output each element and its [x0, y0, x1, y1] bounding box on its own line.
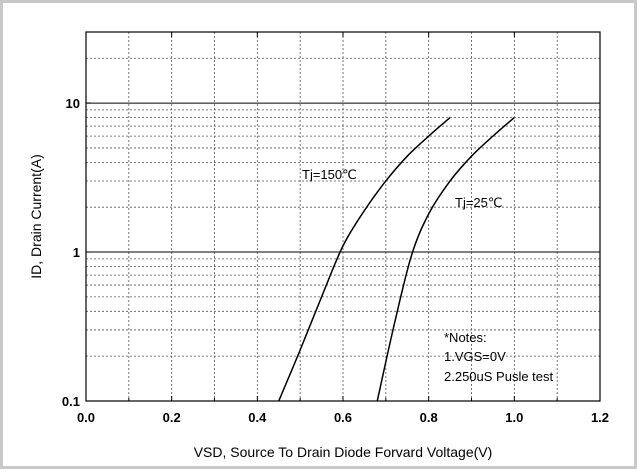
annotation-0: Tj=150℃	[302, 167, 357, 182]
x-tick-label: 1.2	[591, 410, 609, 425]
annotation-1: Tj=25℃	[455, 195, 502, 210]
y-tick-label: 10	[66, 96, 80, 111]
y-tick-label: 1	[73, 245, 80, 260]
series-line-0	[278, 116, 451, 402]
x-tick-label: 0.8	[420, 410, 438, 425]
x-tick-label: 1.0	[505, 410, 523, 425]
annotation-3: 1.VGS=0V	[444, 349, 506, 364]
x-tick-label: 0.4	[248, 410, 267, 425]
annotation-4: 2.250uS Pusle test	[444, 369, 554, 384]
series-layer	[278, 116, 515, 402]
x-axis-label: VSD, Source To Drain Diode Forvard Volta…	[194, 444, 493, 460]
x-tick-label: 0.2	[163, 410, 181, 425]
axis-ticks	[85, 32, 601, 402]
x-tick-label: 0.6	[334, 410, 352, 425]
grid-minor	[86, 31, 600, 401]
axis-labels: 0.0 0.2 0.4 0.6 0.8 1.0 1.2 0.1 1 10 VSD, Source T…	[28, 96, 609, 460]
series-line-1	[376, 116, 515, 402]
annotation-2: *Notes:	[444, 330, 487, 345]
annotations: Tj=150℃ Tj=25℃ *Notes: 1.VGS=0V 2.250uS Pusl…	[302, 167, 554, 384]
x-tick-label: 0.0	[77, 410, 95, 425]
grid-major	[86, 102, 600, 253]
y-axis-label: ID, Drain Current(A)	[28, 154, 44, 278]
chart-svg: 0.0 0.2 0.4 0.6 0.8 1.0 1.2 0.1 1 10 VSD, Source T…	[28, 31, 609, 460]
y-tick-label: 0.1	[62, 394, 80, 409]
